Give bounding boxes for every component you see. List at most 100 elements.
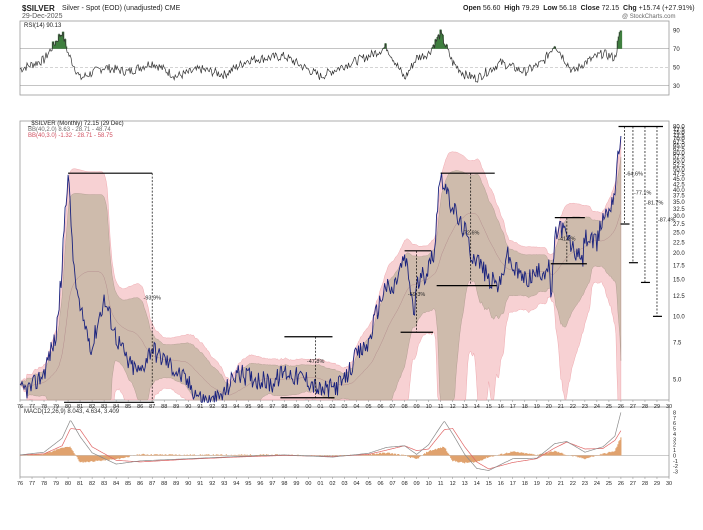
- x-tick-label: 11: [438, 404, 444, 410]
- chg-label: Chg: [623, 5, 637, 12]
- x-tick-label: 19: [534, 481, 540, 487]
- x-tick-label: 91: [197, 404, 203, 410]
- macd-tick-label: 7: [673, 416, 676, 422]
- x-tick-label: 76: [17, 481, 23, 487]
- x-tick-label: 12: [450, 481, 456, 487]
- x-tick-label: 01: [317, 481, 323, 487]
- x-tick-label: 78: [41, 481, 47, 487]
- x-tick-label: 97: [269, 404, 275, 410]
- macd-tick-label: -1: [673, 459, 678, 465]
- price-tick-label: 7.5: [673, 341, 682, 347]
- drawdown-label: -93.9%: [143, 296, 161, 302]
- x-tick-label: 08: [402, 481, 408, 487]
- price-tick-label: 15.0: [673, 277, 685, 283]
- x-tick-label: 19: [534, 404, 540, 410]
- macd-tick-label: 3: [673, 437, 676, 443]
- price-tick-label: 42.5: [673, 182, 685, 188]
- chg-value: +15.74 (+27.91%): [638, 5, 695, 12]
- price-tick-label: 17.5: [673, 263, 685, 269]
- x-tick-label: 24: [594, 481, 600, 487]
- price-tick-label: 77.5: [673, 127, 685, 133]
- x-tick-label: 17: [510, 404, 516, 410]
- x-tick-label: 26: [618, 481, 624, 487]
- price-tick-label: 32.5: [673, 207, 685, 213]
- x-tick-label: 99: [293, 404, 299, 410]
- price-tick-label: 40.0: [673, 188, 685, 194]
- macd-legend: MACD(12,26,9) 8.043, 4.634, 3.409: [24, 409, 120, 415]
- x-tick-label: 76: [17, 404, 23, 410]
- x-tick-label: 10: [426, 404, 432, 410]
- x-tick-label: 20: [546, 481, 552, 487]
- x-tick-label: 09: [414, 481, 420, 487]
- low-label: Low: [543, 5, 558, 12]
- x-tick-label: 20: [546, 404, 552, 410]
- price-tick-label: 60.0: [673, 151, 685, 157]
- watermark: @ StockCharts.com: [622, 14, 676, 20]
- x-tick-label: 04: [353, 404, 359, 410]
- macd-tick-label: 8: [673, 410, 676, 416]
- x-tick-label: 90: [185, 481, 191, 487]
- x-tick-label: 88: [161, 404, 167, 410]
- rsi-tick-label: 70: [673, 47, 680, 53]
- rsi-legend: RSI(14) 90.13: [24, 23, 62, 29]
- rsi-tick-label: 30: [673, 84, 680, 90]
- x-tick-label: 01: [317, 404, 323, 410]
- x-tick-label: 93: [221, 481, 227, 487]
- x-tick-label: 98: [281, 404, 287, 410]
- x-tick-label: 91: [197, 481, 203, 487]
- price-tick-label: 25.0: [673, 231, 685, 237]
- open-value: 56.60: [482, 5, 501, 12]
- price-tick-label: 80.0: [673, 125, 685, 131]
- x-tick-label: 83: [101, 404, 107, 410]
- macd-line: [19, 412, 622, 471]
- x-tick-label: 05: [365, 404, 371, 410]
- x-tick-label: 13: [462, 481, 468, 487]
- x-tick-label: 17: [510, 481, 516, 487]
- x-tick-label: 99: [293, 481, 299, 487]
- x-tick-label: 77: [29, 404, 35, 410]
- price-tick-label: 70.0: [673, 137, 685, 143]
- x-tick-label: 00: [305, 404, 311, 410]
- x-tick-label: 06: [377, 481, 383, 487]
- x-tick-label: 30: [666, 481, 672, 487]
- x-tick-label: 15: [486, 481, 492, 487]
- x-tick-label: 80: [65, 404, 71, 410]
- x-tick-label: 05: [365, 481, 371, 487]
- macd-tick-label: -2: [673, 464, 678, 470]
- x-tick-label: 92: [209, 481, 215, 487]
- x-tick-label: 89: [173, 481, 179, 487]
- macd-tick-label: 1: [673, 448, 676, 454]
- x-tick-label: 25: [606, 481, 612, 487]
- open-label: Open: [463, 5, 481, 12]
- chart-date: 29-Dec-2025: [22, 13, 63, 20]
- price-tick-label: 37.5: [673, 194, 685, 200]
- panel-frame-macd: [19, 406, 670, 478]
- high-value: 79.29: [521, 5, 540, 12]
- x-tick-label: 97: [269, 481, 275, 487]
- x-tick-label: 07: [390, 481, 396, 487]
- price-tick-label: 55.0: [673, 159, 685, 165]
- x-tick-label: 21: [558, 481, 564, 487]
- x-tick-label: 94: [233, 404, 239, 410]
- x-tick-label: 93: [221, 404, 227, 410]
- low-value: 56.18: [559, 5, 577, 12]
- x-tick-label: 07: [390, 404, 396, 410]
- x-tick-label: 81: [77, 404, 83, 410]
- ohlc-stats: Open 56.60 High 79.29 Low 56.18 Close 72…: [463, 5, 695, 12]
- x-tick-label: 04: [353, 481, 359, 487]
- price-tick-label: 10.0: [673, 314, 685, 320]
- macd-tick-label: -3: [673, 470, 678, 476]
- x-tick-label: 16: [498, 481, 504, 487]
- chart-description: Silver - Spot (EOD) (unadjusted) CME: [62, 5, 181, 12]
- price-tick-label: 50.0: [673, 167, 685, 173]
- x-tick-label: 84: [113, 404, 119, 410]
- x-tick-label: 82: [89, 404, 95, 410]
- projection-label: -87.4%: [658, 217, 676, 223]
- x-tick-label: 79: [53, 404, 59, 410]
- x-tick-label: 00: [305, 481, 311, 487]
- x-tick-label: 92: [209, 404, 215, 410]
- x-tick-label: 02: [329, 404, 335, 410]
- bb-inner-band: [19, 156, 622, 401]
- x-tick-label: 87: [149, 481, 155, 487]
- x-tick-label: 22: [570, 404, 576, 410]
